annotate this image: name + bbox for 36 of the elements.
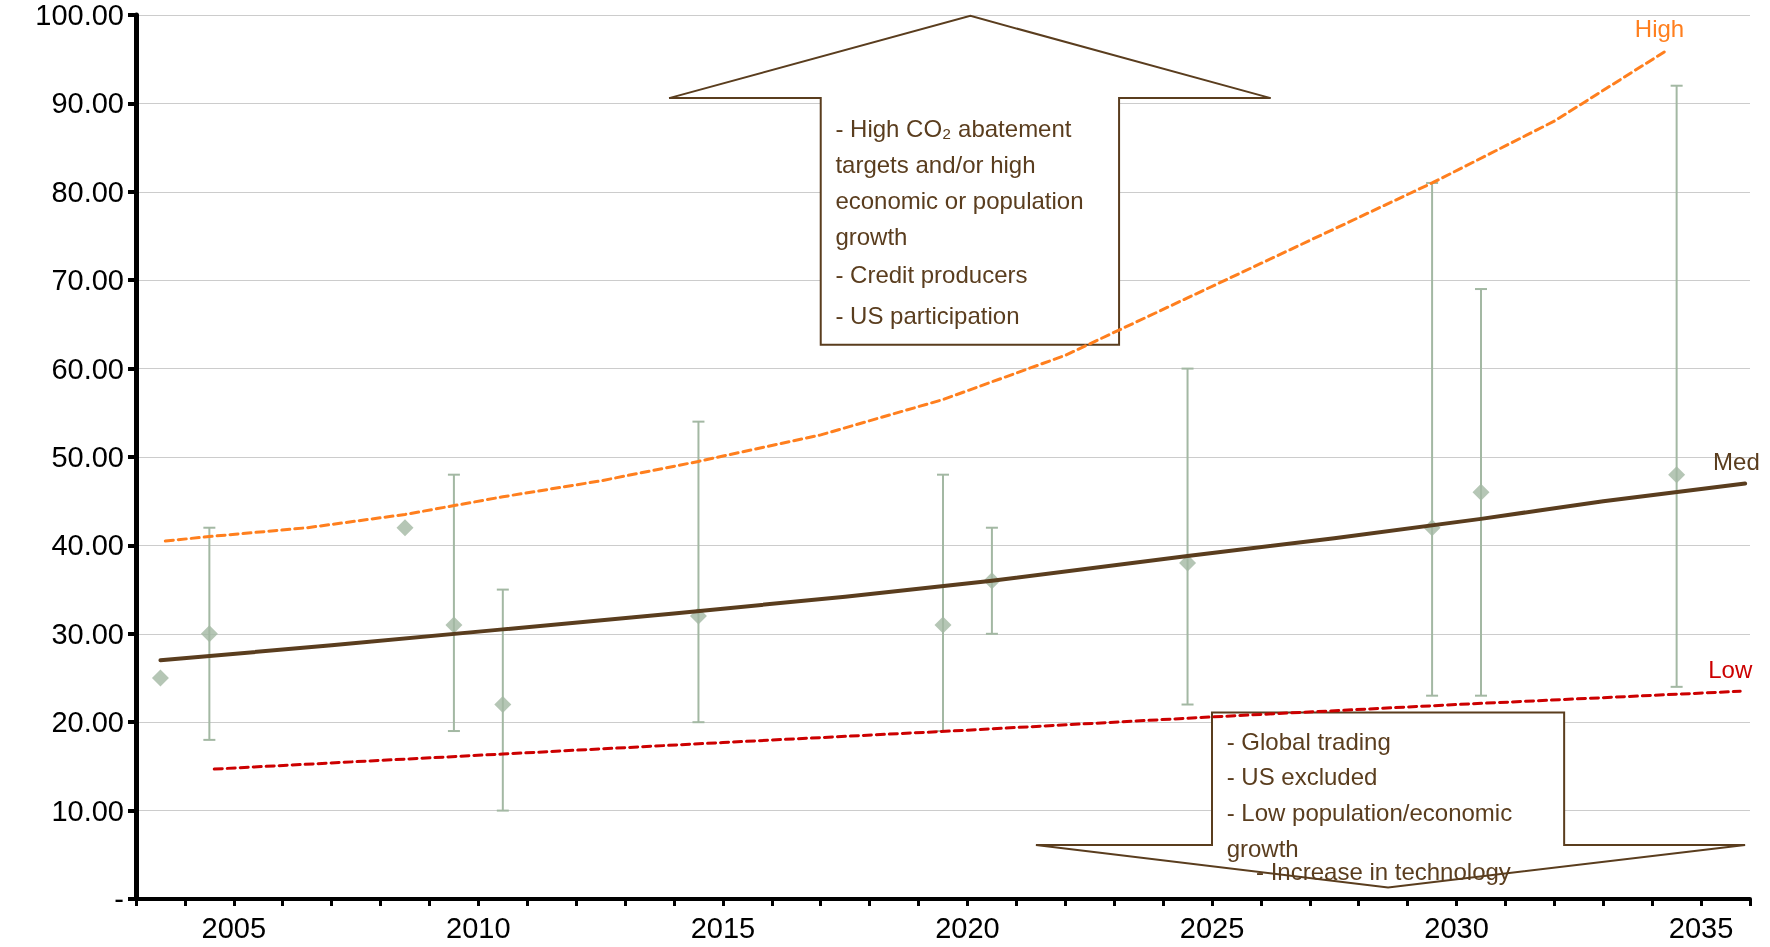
x-tick-label: 2030 [1424, 911, 1489, 944]
y-tick-label: 80.00 [51, 175, 124, 208]
x-tick-label: 2025 [1179, 911, 1245, 944]
series-label: Med [1713, 448, 1760, 476]
annotation: - Credit producers [835, 260, 1028, 288]
x-tick-label: 2015 [690, 911, 756, 944]
point [1668, 466, 1686, 484]
x-tick-label: 2010 [446, 911, 511, 944]
line-series [158, 481, 1748, 663]
point [200, 625, 218, 643]
y-tick-label: 100.00 [35, 0, 124, 31]
annotation: - High CO₂ abatement targets and/or high economic or population growth [835, 114, 1091, 250]
point [396, 519, 414, 537]
series-label: Low [1708, 655, 1753, 683]
annotation: - US excluded [1226, 762, 1378, 790]
y-tick-label: 20.00 [51, 706, 124, 739]
annotation: - Global trading [1226, 727, 1391, 755]
series-label: High [1634, 14, 1685, 42]
point [1472, 483, 1490, 501]
y-tick-label: 60.00 [51, 352, 124, 385]
y-tick-label: 30.00 [51, 617, 124, 650]
x-tick-label: 2005 [201, 911, 267, 944]
y-tick-label: 70.00 [51, 264, 124, 297]
annotation: - US participation [835, 302, 1020, 330]
y-tick-label: 40.00 [51, 529, 124, 562]
y-tick-label: 50.00 [51, 441, 124, 473]
point [494, 696, 512, 714]
y-tick-label: - [114, 883, 124, 915]
y-tick-label: 90.00 [51, 87, 124, 120]
line-series [163, 48, 1669, 543]
point [445, 616, 463, 634]
x-tick-label: 2020 [935, 911, 1000, 944]
point [151, 669, 169, 687]
point [934, 616, 952, 634]
y-tick-label: 10.00 [51, 794, 124, 827]
x-tick-label: 2035 [1668, 911, 1734, 944]
